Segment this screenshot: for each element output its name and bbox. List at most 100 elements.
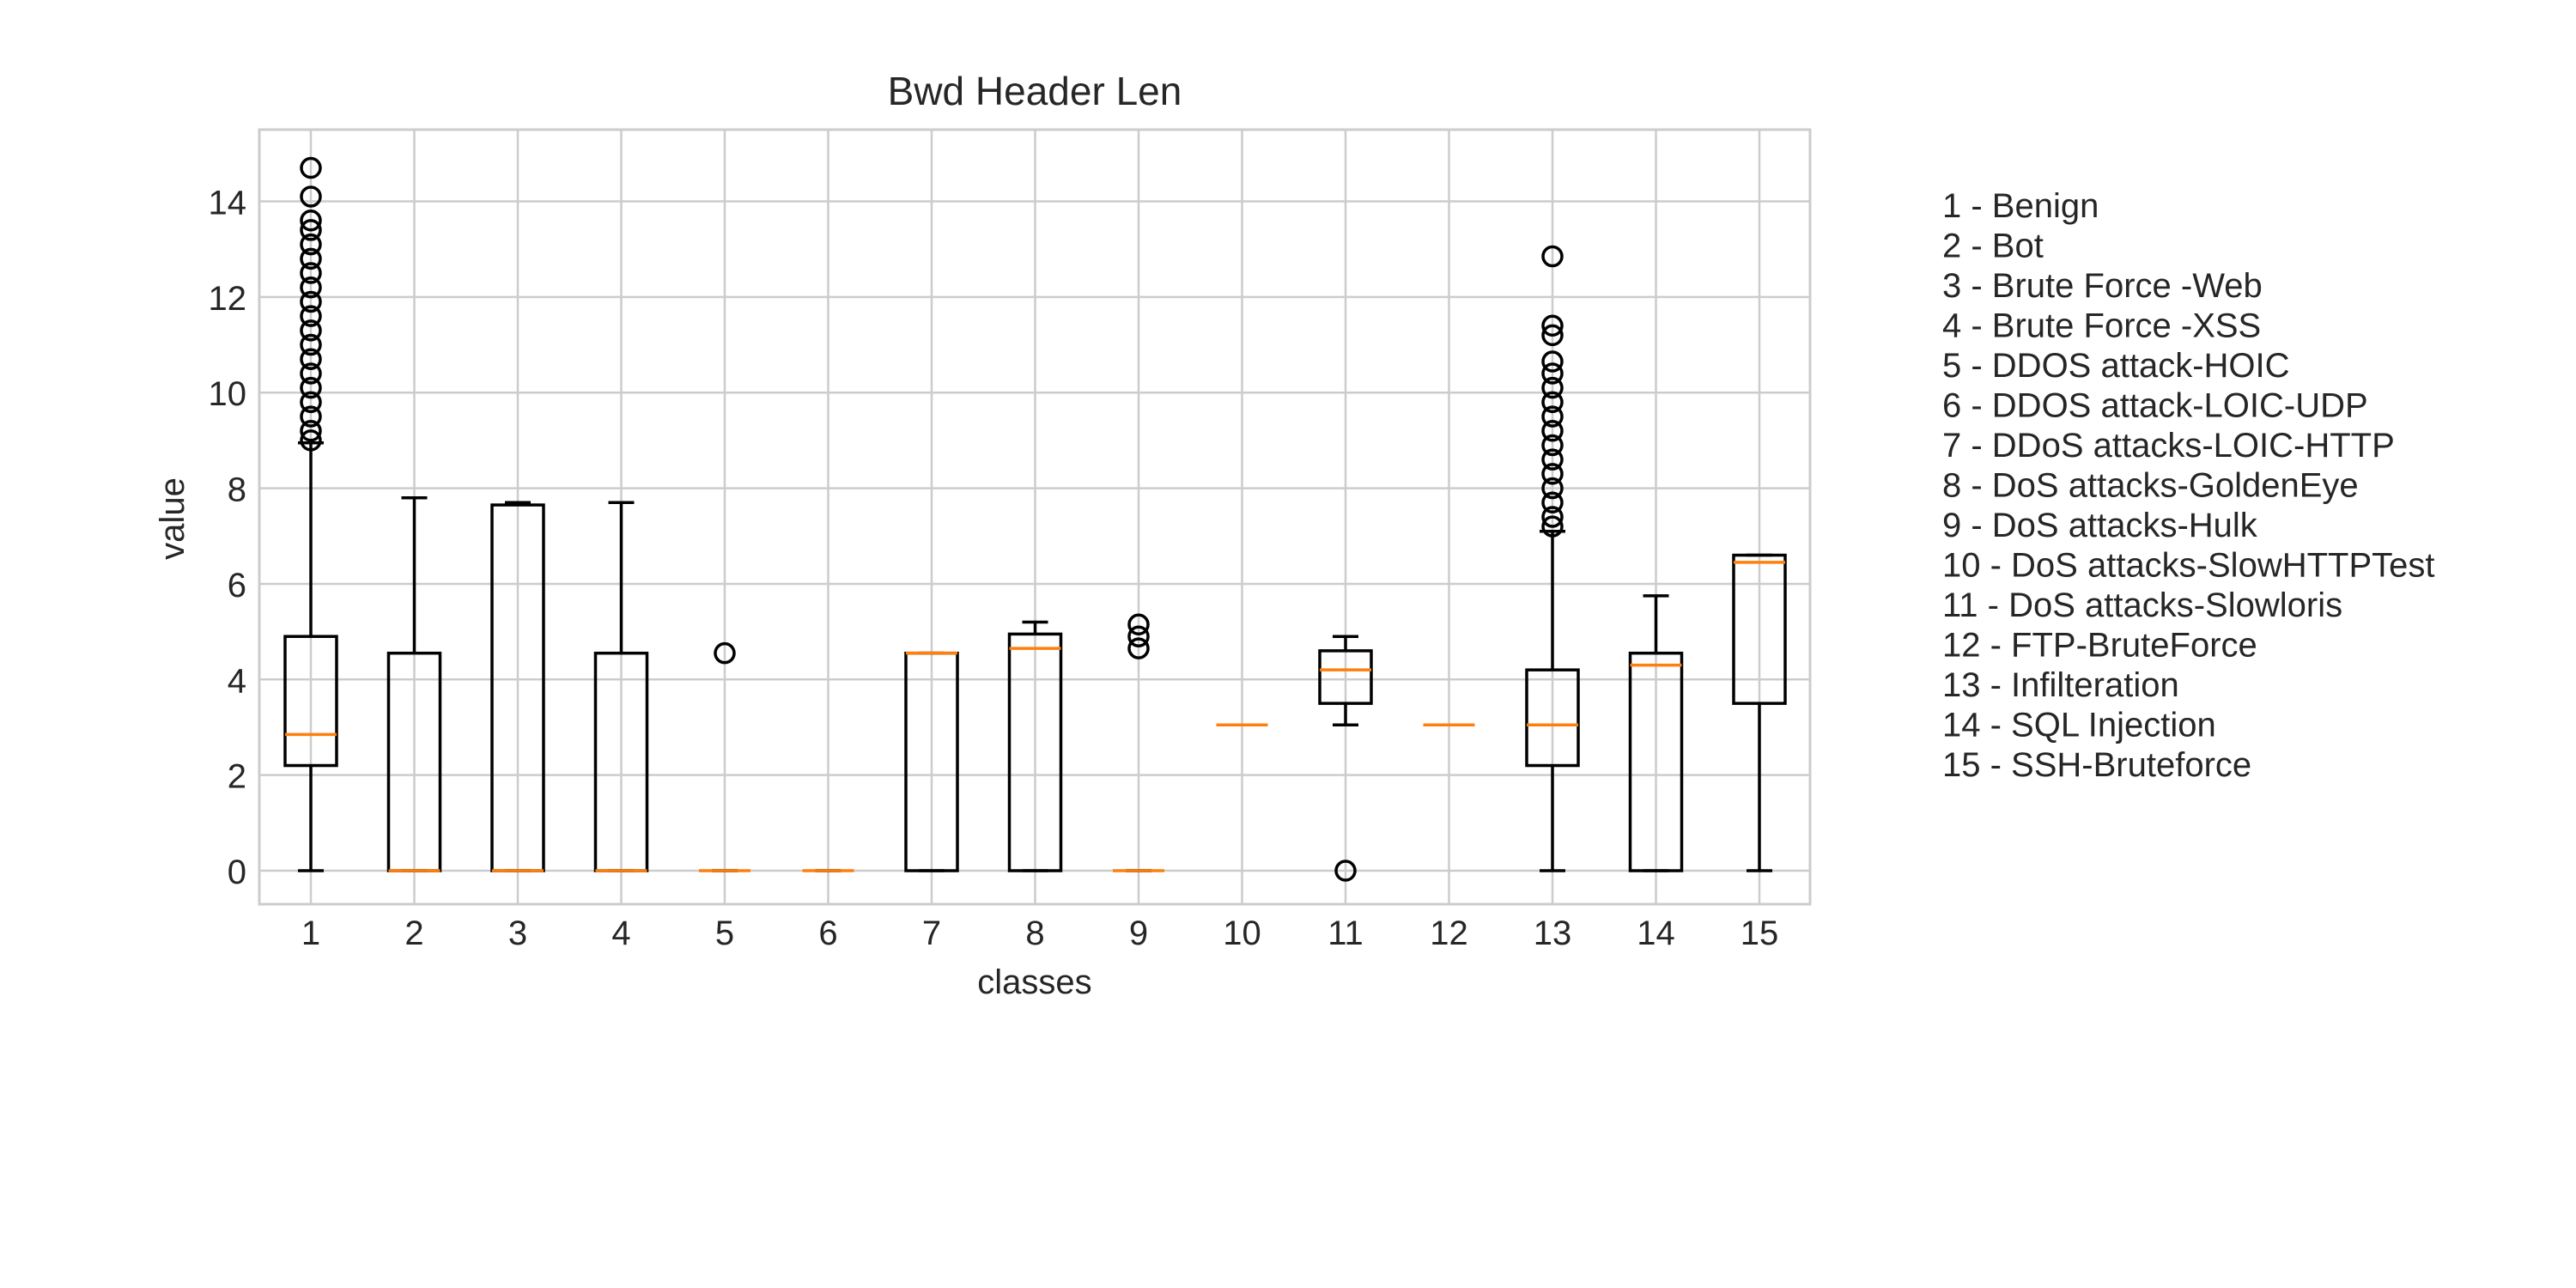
outlier-point — [1127, 637, 1150, 659]
box-series — [283, 156, 1787, 882]
legend-entry: 13 - Infilteration — [1942, 666, 2179, 704]
y-tick-label: 0 — [228, 854, 246, 891]
x-tick-label: 10 — [1223, 914, 1261, 952]
y-tick-label: 4 — [228, 662, 246, 700]
outlier-point — [1541, 376, 1564, 399]
box-3 — [490, 501, 545, 872]
outlier-point — [1334, 860, 1357, 882]
outlier-point — [1541, 491, 1564, 514]
outlier-point — [300, 429, 322, 452]
y-tick-labels: 0 2 4 6 8 10 12 14 — [209, 185, 247, 892]
outlier-point — [1541, 420, 1564, 442]
box-4 — [593, 501, 649, 872]
box-15 — [1732, 553, 1787, 872]
outlier-point — [1127, 625, 1150, 647]
x-tick-label: 3 — [508, 914, 527, 952]
x-axis-label: classes — [977, 963, 1091, 1001]
legend-entry: 5 - DDOS attack-HOIC — [1942, 347, 2290, 385]
legend-entry: 15 - SSH-Bruteforce — [1942, 746, 2251, 784]
outlier-point — [1541, 515, 1564, 538]
outlier-point — [1541, 477, 1564, 500]
y-tick-label: 8 — [228, 471, 246, 509]
box-14 — [1628, 594, 1684, 872]
legend-entry: 1 - Benign — [1942, 187, 2099, 225]
iqr-box — [1007, 632, 1063, 872]
legend-entry: 3 - Brute Force -Web — [1942, 267, 2263, 305]
legend-entry: 11 - DoS attacks-Slowloris — [1942, 586, 2342, 624]
legend-entry: 7 - DDoS attacks-LOIC-HTTP — [1942, 427, 2395, 465]
x-tick-label: 1 — [301, 914, 320, 952]
x-tick-label: 14 — [1637, 914, 1675, 952]
outlier-point — [300, 305, 322, 327]
legend-entry: 8 - DoS attacks-GoldenEye — [1942, 467, 2359, 505]
x-tick-label: 15 — [1741, 914, 1779, 952]
outlier-point — [1541, 448, 1564, 471]
y-tick-label: 6 — [228, 567, 246, 605]
x-tick-labels: 1 2 3 4 5 6 7 8 9 10 11 12 13 14 15 — [301, 914, 1778, 952]
outlier-point — [1541, 314, 1564, 337]
outlier-point — [300, 405, 322, 428]
iqr-box — [1628, 651, 1684, 872]
x-tick-label: 11 — [1327, 914, 1364, 952]
outlier-point — [300, 348, 322, 371]
box-13 — [1525, 245, 1580, 872]
iqr-box — [283, 635, 338, 768]
box-1 — [283, 156, 338, 872]
outlier-point — [1541, 324, 1564, 347]
x-tick-label: 12 — [1430, 914, 1468, 952]
x-tick-label: 9 — [1129, 914, 1148, 952]
y-tick-label: 10 — [209, 375, 247, 413]
box-8 — [1007, 620, 1063, 872]
outlier-point — [300, 210, 322, 232]
outlier-point — [300, 333, 322, 356]
box-9 — [1113, 613, 1164, 872]
legend-entry: 9 - DoS attacks-Hulk — [1942, 507, 2258, 544]
legend-entry: 6 - DDOS attack-LOIC-UDP — [1942, 387, 2368, 425]
outlier-point — [1541, 463, 1564, 485]
outlier-point — [300, 247, 322, 270]
plot-frame — [258, 128, 1812, 906]
chart-title: Bwd Header Len — [888, 69, 1182, 113]
legend-entry: 2 - Bot — [1942, 228, 2044, 265]
x-tick-label: 13 — [1534, 914, 1572, 952]
legend-entry: 10 - DoS attacks-SlowHTTPTest — [1942, 547, 2435, 585]
outlier-point — [300, 319, 322, 342]
outlier-point — [300, 233, 322, 256]
outlier-point — [300, 156, 322, 179]
outlier-point — [300, 262, 322, 284]
box-11 — [1318, 635, 1373, 882]
box-7 — [904, 651, 959, 872]
outlier-point — [300, 185, 322, 208]
outlier-point — [300, 376, 322, 399]
outlier-point — [300, 290, 322, 313]
outlier-point — [1541, 405, 1564, 428]
x-tick-label: 8 — [1025, 914, 1044, 952]
iqr-box — [1318, 649, 1373, 705]
outlier-point — [300, 219, 322, 241]
outlier-point — [1541, 362, 1564, 385]
x-tick-label: 2 — [404, 914, 423, 952]
x-tick-label: 7 — [922, 914, 941, 952]
legend-entry: 12 - FTP-BruteForce — [1942, 627, 2257, 665]
outlier-point — [300, 276, 322, 299]
outlier-point — [300, 391, 322, 414]
box-2 — [386, 495, 442, 872]
outlier-point — [300, 420, 322, 442]
x-tick-label: 6 — [818, 914, 837, 952]
iqr-box — [1732, 553, 1787, 705]
y-axis-label: value — [154, 477, 191, 560]
y-tick-label: 14 — [209, 185, 247, 222]
y-tick-label: 2 — [228, 758, 246, 796]
box-5 — [699, 641, 750, 872]
outlier-point — [1541, 245, 1564, 268]
legend-entry: 4 - Brute Force -XSS — [1942, 307, 2261, 345]
outlier-point — [1541, 506, 1564, 528]
outlier-point — [1541, 350, 1564, 373]
outlier-point — [1541, 391, 1564, 414]
iqr-box — [1525, 668, 1580, 768]
x-tick-label: 4 — [611, 914, 630, 952]
outlier-point — [1127, 613, 1150, 636]
y-tick-label: 12 — [209, 280, 247, 318]
